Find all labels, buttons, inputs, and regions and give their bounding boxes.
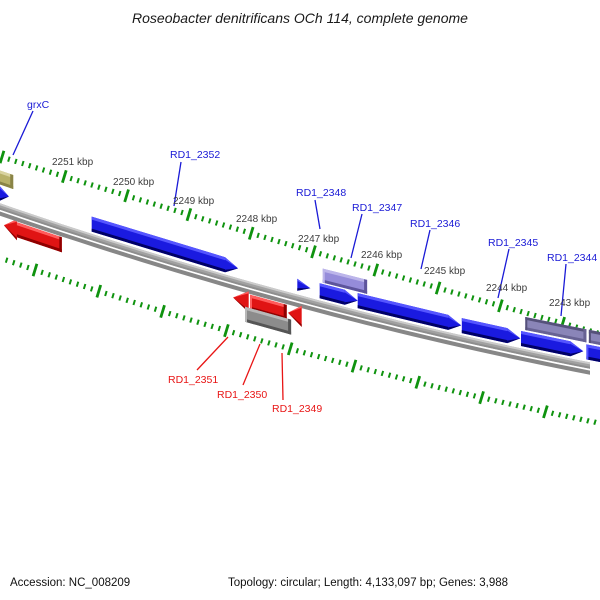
gene-RD1_2348[interactable] (297, 278, 311, 291)
gene-RD1_2345[interactable] (461, 318, 521, 344)
gene-label-RD1_2352[interactable]: RD1_2352 (170, 149, 220, 161)
leader-line-RD1_2344 (560, 263, 567, 317)
ruler-label-2251: 2251 kbp (52, 157, 94, 168)
gene-RD1_2346[interactable] (357, 293, 462, 330)
ruler-label-2247: 2247 kbp (298, 234, 340, 245)
genome-map (0, 150, 600, 425)
status-bar: Accession: NC_008209 Topology: circular;… (10, 577, 508, 589)
gene-unnamed[interactable] (0, 184, 9, 201)
gene-label-RD1_2346[interactable]: RD1_2346 (410, 218, 460, 230)
ruler-label-2250: 2250 kbp (113, 177, 155, 188)
leader-line-RD1_2350 (242, 343, 261, 386)
label-leader-lines (12, 110, 567, 401)
leader-line-RD1_2349 (281, 352, 284, 401)
gene-unnamed[interactable] (521, 331, 584, 357)
ruler-ticks-inner (4, 257, 597, 425)
ruler-label-2243: 2243 kbp (549, 298, 591, 309)
ruler-ticks-outer (0, 150, 600, 336)
gene-RD1_2344[interactable] (525, 317, 587, 343)
leader-line-RD1_2351 (196, 336, 229, 371)
gene-unnamed[interactable] (319, 283, 358, 305)
gene-label-RD1_2351[interactable]: RD1_2351 (168, 374, 218, 386)
gene-label-RD1_2349[interactable]: RD1_2349 (272, 403, 322, 415)
gene-label-RD1_2344[interactable]: RD1_2344 (547, 252, 597, 264)
ruler-labels: 2251 kbp 2250 kbp 2249 kbp 2248 kbp 2247… (52, 157, 591, 309)
ruler-label-2245: 2245 kbp (424, 266, 466, 277)
gene-label-RD1_2347[interactable]: RD1_2347 (352, 202, 402, 214)
gene-label-grxC[interactable]: grxC (27, 99, 50, 111)
status-accession: Accession: NC_008209 (10, 577, 130, 589)
gene-grxC[interactable] (0, 169, 14, 189)
leader-line-RD1_2352 (173, 161, 182, 207)
gene-label-RD1_2345[interactable]: RD1_2345 (488, 237, 538, 249)
gene-label-RD1_2350[interactable]: RD1_2350 (217, 389, 267, 401)
gene-unnamed[interactable] (3, 219, 62, 253)
gene-RD1_2347[interactable] (322, 268, 368, 294)
leader-line-RD1_2345 (497, 248, 510, 299)
gene-unnamed[interactable] (588, 329, 600, 346)
leader-line-RD1_2347 (350, 213, 363, 259)
gene-label-RD1_2348[interactable]: RD1_2348 (296, 187, 346, 199)
gene-unnamed[interactable] (245, 306, 292, 335)
status-summary: Topology: circular; Length: 4,133,097 bp… (228, 577, 508, 589)
ruler-label-2246: 2246 kbp (361, 250, 403, 261)
genome-title: Roseobacter denitrificans OCh 114, compl… (132, 10, 468, 26)
leader-line-RD1_2346 (420, 229, 431, 270)
gene-RD1_2351[interactable] (233, 291, 249, 313)
ruler-label-2248: 2248 kbp (236, 214, 278, 225)
ruler-label-2244: 2244 kbp (486, 283, 528, 294)
ruler-label-2249: 2249 kbp (173, 196, 215, 207)
leader-line-RD1_2348 (314, 199, 321, 230)
gene-labels: grxC RD1_2352 RD1_2348 RD1_2347 RD1_2346… (27, 99, 597, 415)
gene-RD1_2349[interactable] (288, 305, 302, 327)
leader-line-grxC (12, 110, 34, 156)
gene-unnamed[interactable] (586, 344, 600, 362)
backbone (0, 203, 590, 375)
gene-RD1_2352[interactable] (91, 216, 239, 273)
